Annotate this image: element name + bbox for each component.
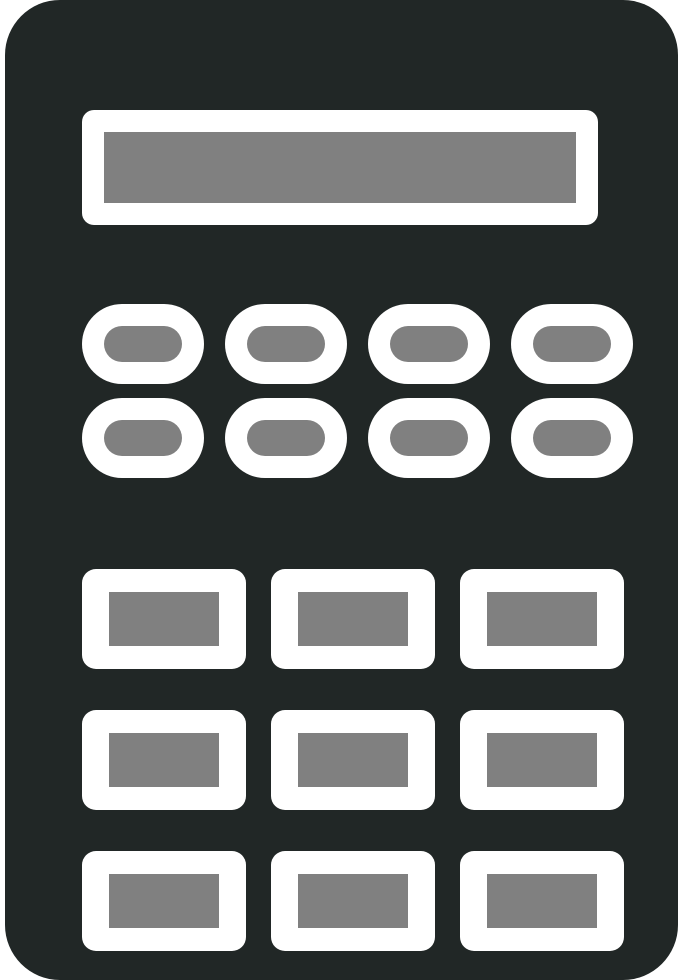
calculator-display-screen — [104, 132, 576, 203]
calculator-function-button-face — [104, 326, 182, 362]
calculator-number-button-face — [487, 592, 597, 646]
calculator-function-button-face — [533, 420, 611, 456]
calculator-function-button-face — [247, 420, 325, 456]
calculator-number-button-face — [109, 592, 219, 646]
calculator-function-button-face — [390, 420, 468, 456]
calculator-function-button-face — [390, 326, 468, 362]
calculator-number-button-face — [487, 733, 597, 787]
calculator-number-button-face — [487, 874, 597, 928]
calculator-number-button-face — [298, 874, 408, 928]
calculator-function-button-face — [247, 326, 325, 362]
calculator-number-button-face — [109, 874, 219, 928]
calculator-function-button-face — [104, 420, 182, 456]
calculator-number-button-face — [298, 733, 408, 787]
calculator-function-button-face — [533, 326, 611, 362]
calculator-number-button-face — [298, 592, 408, 646]
calculator-number-button-face — [109, 733, 219, 787]
